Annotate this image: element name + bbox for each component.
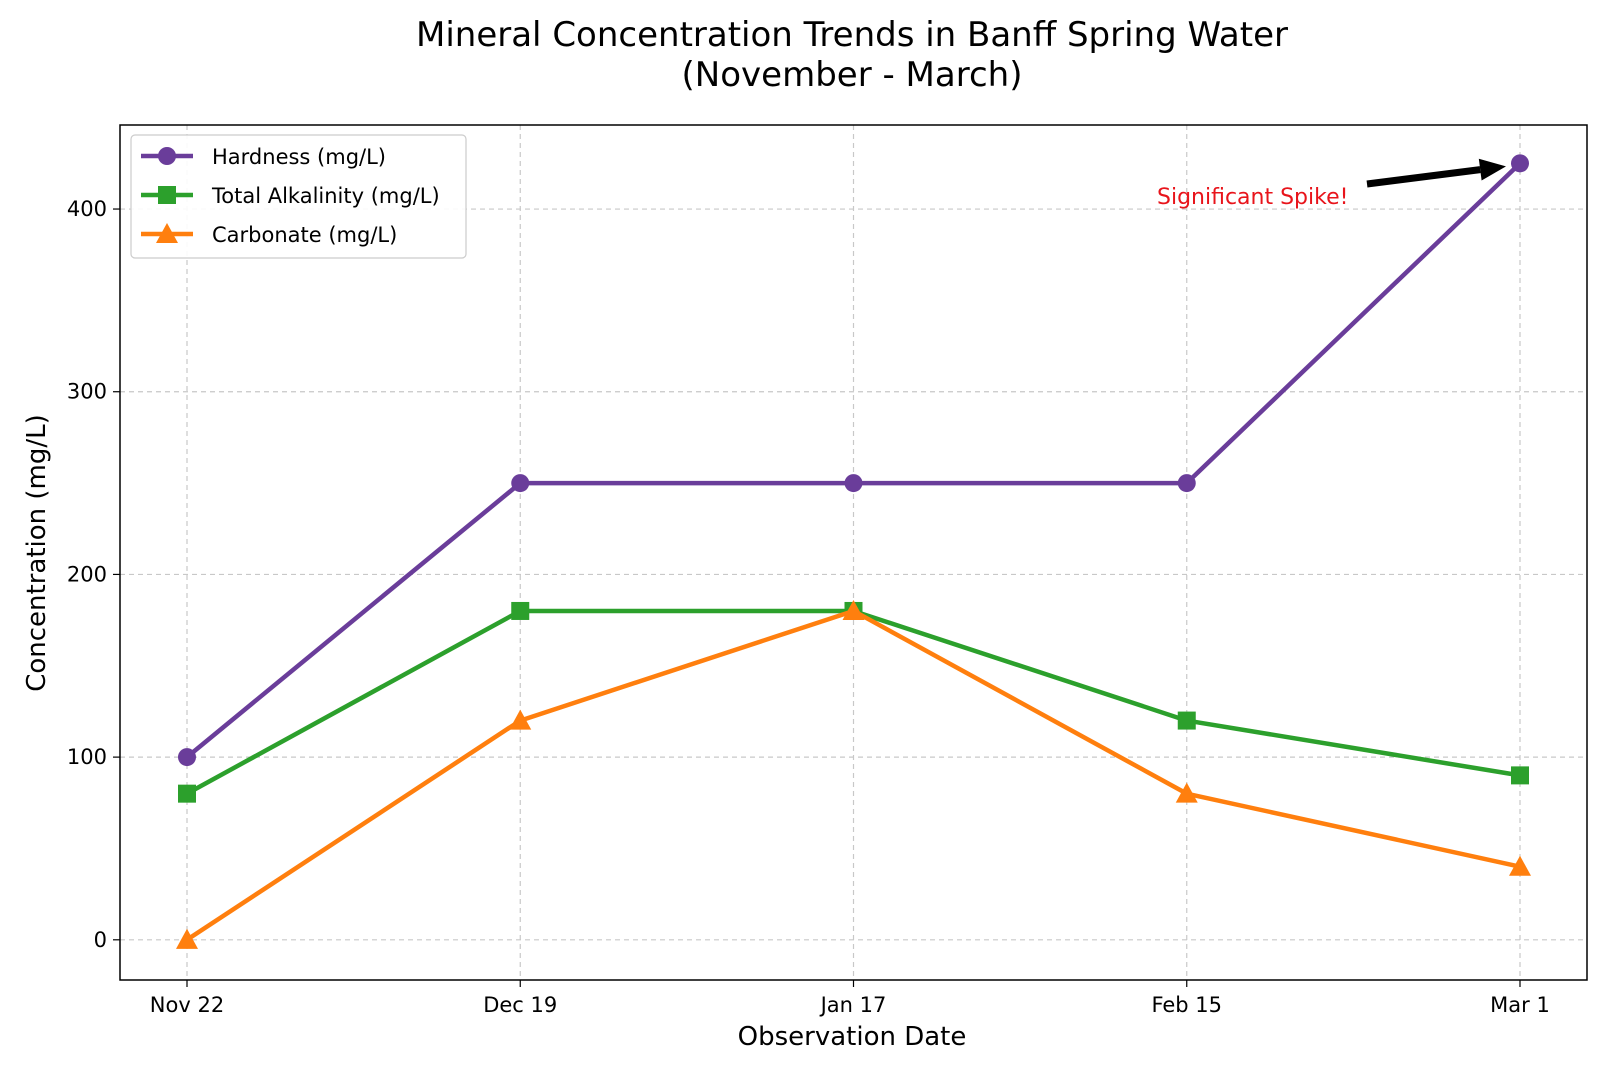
y-tick-label: 300: [67, 380, 107, 404]
y-tick-label: 0: [94, 928, 107, 952]
x-tick-label: Mar 1: [1490, 993, 1550, 1017]
annotation-arrow-shaft: [1366, 166, 1481, 188]
grid-layer: [120, 125, 1587, 980]
legend: Hardness (mg/L) Total Alkalinity (mg/L) Ca…: [130, 134, 467, 259]
data-point: [176, 928, 198, 949]
y-axis-label: Concentration (mg/L): [22, 414, 52, 692]
data-point: [1511, 154, 1529, 173]
data-point: [511, 601, 530, 620]
series-hardness-mg-l: [178, 154, 1529, 767]
chart-title-line-1: Mineral Concentration Trends in Banff Sp…: [416, 15, 1288, 55]
x-tick-label: Jan 17: [819, 993, 887, 1017]
data-point: [1509, 855, 1531, 876]
legend-item-total-alkalinity-mg-l: Total Alkalinity (mg/L): [141, 184, 440, 208]
data-point: [844, 474, 863, 493]
legend-marker: [158, 147, 176, 165]
y-tick-label: 400: [67, 197, 107, 221]
data-point: [1177, 474, 1196, 493]
data-point: [842, 599, 865, 620]
y-tick-label: 200: [67, 562, 107, 586]
legend-label: Carbonate (mg/L): [212, 223, 397, 247]
legend-item-hardness-mg-l: Hardness (mg/L): [141, 145, 386, 169]
data-point: [178, 748, 196, 767]
data-point: [511, 474, 530, 493]
data-point: [1177, 711, 1196, 730]
legend-box: [130, 134, 467, 259]
series-carbonate-mg-l: [176, 599, 1531, 949]
annotation-arrow-head: [1478, 158, 1506, 181]
data-point: [1175, 782, 1198, 803]
data-point: [1511, 766, 1529, 785]
annotation-text: Significant Spike!: [1157, 185, 1348, 210]
chart-title-line-2: (November - March): [682, 55, 1023, 95]
x-tick-label: Nov 22: [150, 993, 224, 1017]
legend-item-carbonate-mg-l: Carbonate (mg/L): [141, 223, 397, 247]
data-point: [178, 784, 196, 803]
series-layer: [176, 154, 1531, 949]
legend-marker: [156, 223, 178, 244]
legend-label: Total Alkalinity (mg/L): [211, 184, 440, 208]
x-tick-label: Feb 15: [1151, 993, 1222, 1017]
legend-marker: [158, 186, 176, 204]
legend-label: Hardness (mg/L): [212, 145, 386, 169]
x-axis-label: Observation Date: [738, 1022, 967, 1052]
ticks-layer: 0 100 200 300 400 Nov 22 Dec 19 Jan 17 Feb 15 Mar…: [67, 197, 1550, 1017]
y-tick-label: 100: [67, 745, 107, 769]
x-tick-label: Dec 19: [483, 993, 557, 1017]
data-point: [509, 709, 532, 730]
annotation-layer: Significant Spike!: [1157, 158, 1506, 210]
